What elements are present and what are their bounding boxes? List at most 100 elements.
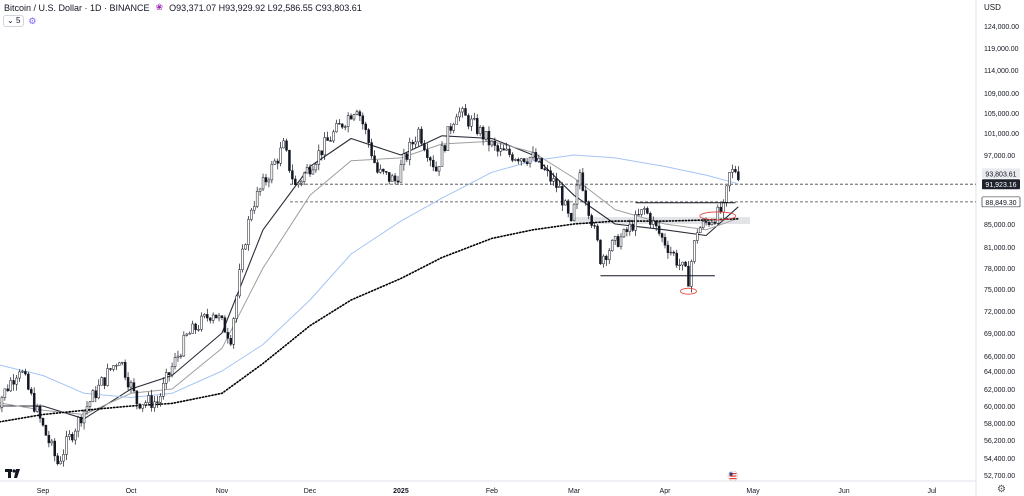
candle (302, 171, 306, 186)
candle-body (206, 314, 209, 319)
low-highlight-ellipse (680, 287, 697, 295)
candle-body (226, 332, 230, 339)
candle-body (569, 213, 573, 222)
candle (455, 113, 458, 125)
candle-body (18, 371, 21, 379)
candle (452, 122, 456, 134)
candle-body (449, 126, 453, 131)
candle (38, 404, 42, 423)
candle (546, 165, 549, 177)
candle-body (575, 184, 579, 205)
y-tick-label: 124,000.00 (984, 24, 1019, 31)
candle (578, 169, 582, 190)
price-tag: 93,803.61 (982, 168, 1020, 179)
candle-body (652, 220, 655, 225)
candle (461, 106, 464, 118)
ma-line-ma_dotted (0, 218, 740, 423)
candle-body (170, 366, 174, 375)
candle (71, 432, 74, 443)
candle (329, 136, 332, 142)
candle-body (341, 123, 344, 128)
candle (613, 235, 617, 246)
candle (628, 219, 632, 236)
candle (308, 164, 312, 178)
candle-body (693, 240, 696, 262)
candle (91, 389, 95, 403)
candle-body (458, 111, 461, 118)
candle (531, 146, 535, 160)
candle (534, 148, 538, 163)
candle (493, 137, 497, 151)
candle-body (382, 168, 385, 172)
symbol-title[interactable]: Bitcoin / U.S. Dollar · 1D · BINANCE (4, 2, 150, 13)
candle-body (179, 355, 183, 358)
candle (62, 449, 65, 467)
candle-body (584, 190, 588, 203)
candle (596, 223, 599, 242)
candle (646, 206, 649, 215)
flag-stripe (729, 475, 737, 477)
candle (411, 139, 414, 150)
price-tag-label: 88,849.30 (985, 200, 1016, 207)
x-tick-label: Oct (126, 488, 137, 495)
candle-body (429, 157, 432, 161)
candle-body (628, 224, 632, 232)
candle-body (109, 368, 112, 370)
candle (267, 177, 271, 188)
candle-body (276, 160, 279, 164)
candle-body (455, 116, 458, 125)
candle (361, 112, 365, 130)
candle (147, 392, 150, 406)
candle-body (602, 255, 605, 265)
exchange-logo-icon: ❀ (155, 2, 164, 12)
candle-body (525, 161, 529, 164)
candle-body (399, 164, 403, 183)
tradingview-logo-icon[interactable] (5, 466, 23, 484)
candle-body (118, 362, 121, 366)
indicator-settings-icon[interactable]: ⚙ (28, 15, 37, 26)
price-tag-box (981, 196, 1021, 208)
y-tick-label: 97,000.00 (984, 153, 1015, 160)
candle-body (103, 377, 106, 386)
candle (30, 386, 33, 396)
candle-body (30, 389, 33, 394)
us-flag-event-icon[interactable] (727, 470, 739, 482)
candle-body (314, 164, 318, 171)
y-tick-label: 64,000.00 (984, 369, 1015, 376)
candle-body (132, 382, 136, 392)
candle (502, 144, 505, 151)
currency-label[interactable]: USD (984, 3, 1001, 12)
candle (282, 137, 285, 149)
candle (429, 156, 432, 167)
candle-body (678, 264, 681, 267)
candle-body (126, 377, 130, 388)
settings-gear-icon[interactable]: ⚙ (997, 484, 1006, 495)
candle (590, 213, 593, 229)
candle-body (672, 251, 676, 254)
candle (605, 254, 608, 267)
candle-body (546, 169, 549, 172)
candle (652, 216, 655, 229)
candle (379, 164, 382, 174)
candle (505, 142, 508, 151)
candle (314, 162, 318, 173)
candle-body (47, 435, 51, 444)
candle (341, 123, 344, 130)
candle-body (387, 172, 391, 182)
candle (540, 157, 544, 170)
flag-stripe (729, 478, 737, 480)
candle (666, 240, 670, 259)
candle-body (264, 177, 268, 183)
indicator-toggle-button[interactable]: ⌄ 5 (3, 15, 25, 27)
candle-body (637, 214, 640, 216)
candle (320, 150, 323, 161)
candle-body (291, 170, 294, 180)
candle (15, 375, 18, 391)
candle-body (194, 323, 197, 331)
candle-body (734, 169, 737, 173)
candle-body (349, 115, 353, 120)
candle-body (737, 171, 740, 181)
candle (608, 248, 611, 265)
